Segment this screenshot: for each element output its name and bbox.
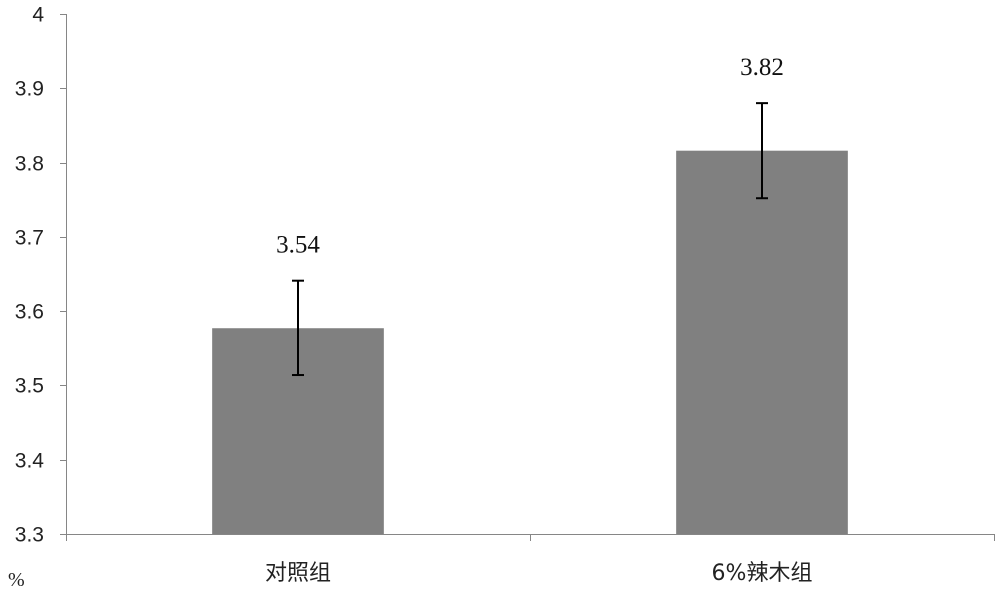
y-tick-label: 3.3 <box>15 524 44 547</box>
data-label: 3.54 <box>276 232 320 259</box>
y-tick-label: 3.8 <box>15 153 44 176</box>
y-tick-label: 4 <box>32 4 44 27</box>
category-label: 对照组 <box>265 561 331 586</box>
category-label: 6%辣木组 <box>712 561 813 586</box>
y-tick-label: 3.5 <box>15 375 44 398</box>
y-tick-label: 3.9 <box>15 78 44 101</box>
bar <box>676 150 848 534</box>
unit-label: % <box>8 569 25 591</box>
y-tick-label: 3.6 <box>15 301 44 324</box>
labels: 3.3 3.4 3.5 3.6 3.7 3.8 3.9 4 3.54 对照组 3.82 6%辣木组 <box>15 4 813 587</box>
bars <box>212 150 848 534</box>
y-tick-label: 3.7 <box>15 227 44 250</box>
data-label: 3.82 <box>740 54 784 81</box>
error-bars <box>292 102 768 377</box>
axes <box>60 14 995 541</box>
y-tick-label: 3.4 <box>15 450 45 473</box>
